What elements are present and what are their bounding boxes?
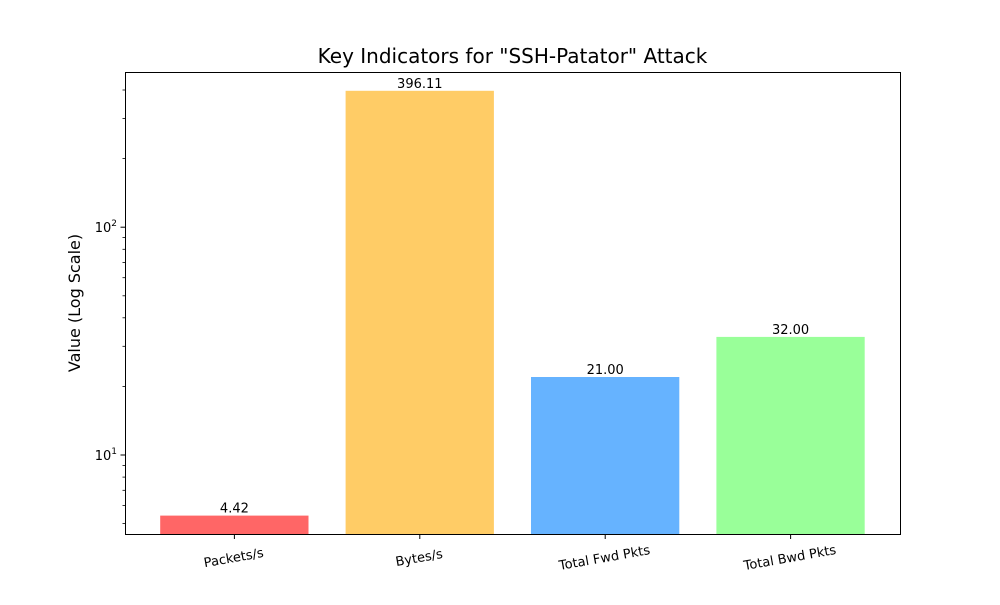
x-tick-label: Total Bwd Pkts [742, 543, 838, 574]
bar-value-label: 21.00 [587, 363, 624, 378]
chart-title: Key Indicators for "SSH-Patator" Attack [318, 44, 708, 68]
x-tick-label: Bytes/s [394, 547, 444, 570]
x-tick-label: Packets/s [203, 546, 265, 571]
y-axis: 101 102 [95, 89, 125, 524]
y-tick-label: 102 [95, 219, 117, 236]
bar-value-label: 4.42 [220, 502, 249, 517]
data-labels-group: 4.42 396.11 21.00 32.00 [220, 77, 809, 517]
bar-bytes-s [345, 90, 494, 535]
bar-packets-s [160, 515, 309, 534]
y-axis-label: Value (Log Scale) [65, 234, 84, 372]
bar-total-bwd-pkts [716, 336, 865, 534]
x-axis: Packets/s Bytes/s Total Fwd Pkts Total Bwd … [203, 534, 838, 574]
plot-frame [125, 72, 901, 535]
y-tick-label: 101 [95, 447, 117, 464]
bar-total-fwd-pkts [531, 377, 680, 534]
bar-value-label: 32.00 [772, 323, 809, 338]
bars-group [160, 90, 865, 535]
bar-value-label: 396.11 [397, 77, 443, 92]
x-tick-label: Total Fwd Pkts [557, 543, 652, 574]
